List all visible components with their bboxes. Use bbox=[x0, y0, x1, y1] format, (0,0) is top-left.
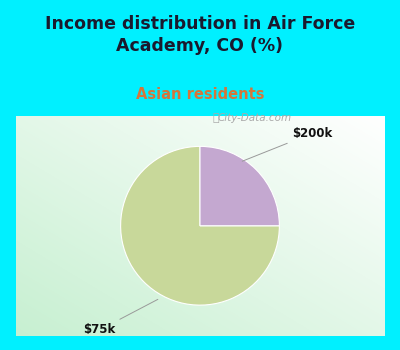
Text: $75k: $75k bbox=[84, 299, 158, 336]
Wedge shape bbox=[200, 146, 279, 226]
Text: Income distribution in Air Force
Academy, CO (%): Income distribution in Air Force Academy… bbox=[45, 15, 355, 55]
Text: City-Data.com: City-Data.com bbox=[218, 113, 292, 123]
Wedge shape bbox=[121, 146, 279, 305]
Text: ⦿: ⦿ bbox=[212, 113, 219, 123]
Text: $200k: $200k bbox=[242, 127, 333, 161]
Text: Asian residents: Asian residents bbox=[136, 87, 264, 102]
